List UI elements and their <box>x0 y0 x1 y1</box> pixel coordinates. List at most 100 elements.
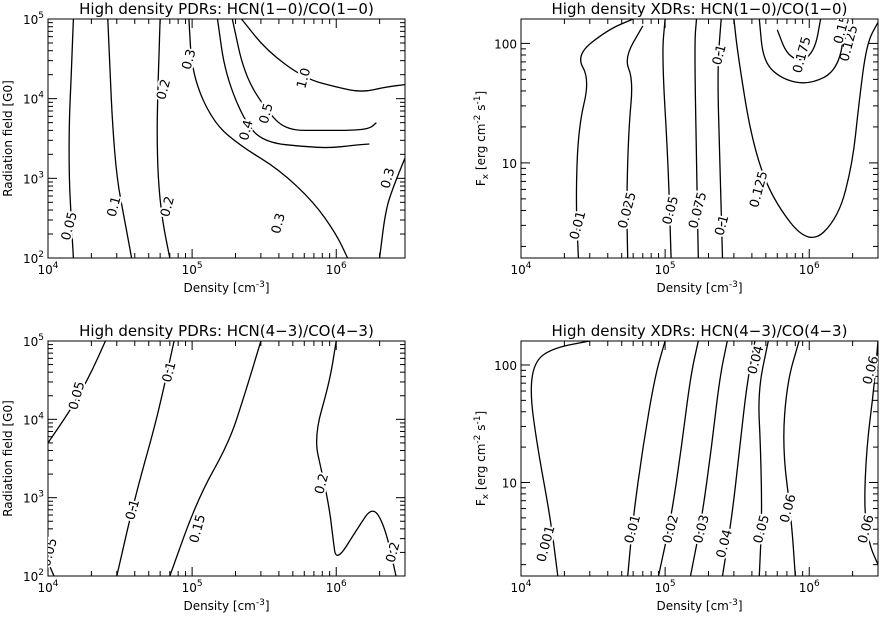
x-tick-label: 104 <box>37 579 58 595</box>
y-tick-label: 103 <box>23 490 44 506</box>
y-tick-label: 105 <box>23 333 44 349</box>
x-axis-label: Density [cm-3​] <box>183 280 269 295</box>
contour-label: 0.01 <box>622 513 644 545</box>
contour-line-0.05 <box>662 19 672 258</box>
y-axis-label: Fx​ [erg cm-2​ s-1​] <box>473 411 491 506</box>
contour-label: 0.05 <box>59 210 81 242</box>
plot-frame <box>520 18 879 259</box>
contour-label: 0.175 <box>791 35 815 75</box>
contour-line-0.06 <box>864 341 878 565</box>
contour-label: 0.3 <box>269 212 289 236</box>
contour-label: 0.1 <box>710 43 730 67</box>
x-tick-label: 106 <box>799 579 820 595</box>
x-tick-label: 105 <box>655 261 676 277</box>
contour-line-0.025 <box>626 25 644 258</box>
contour-line-0.1 <box>717 19 724 258</box>
contour-line-0.04 <box>721 341 756 576</box>
chart-title: High density PDRs: HCN(4−3)/CO(4−3) <box>79 322 374 340</box>
y-tick-label: 103 <box>23 170 44 186</box>
contour-label: 0.1 <box>713 213 733 237</box>
contour-line-0.175 <box>776 19 822 61</box>
y-tick-label: 10 <box>502 476 517 490</box>
y-tick-label: 100 <box>494 359 517 373</box>
chart-panel-3: High density PDRs: HCN(4−3)/CO(4−3) 104 10… <box>1 322 406 613</box>
contour-label: 0.3 <box>379 166 399 190</box>
contour-label: 0.01 <box>567 210 589 242</box>
y-axis-label: Fx​ [erg cm-2​ s-1​] <box>473 91 491 186</box>
y-axis-label: Radiation field [G0] <box>1 400 15 517</box>
y-tick-label: 100 <box>494 37 517 51</box>
contour-line-0.03 <box>689 341 728 576</box>
contour-line-0.05 <box>68 19 75 258</box>
contour-line-0.15 <box>758 19 847 84</box>
contour-line-0.2 <box>316 341 397 576</box>
contour-line-0.05 <box>48 341 106 444</box>
x-axis-label: Density [cm-3​] <box>183 598 269 613</box>
contour-label: 0.2 <box>384 540 404 564</box>
x-tick-label: 106 <box>326 261 347 277</box>
x-tick-label: 104 <box>510 579 531 595</box>
contour-label: 0.06 <box>778 493 800 525</box>
contour-label: 0.05 <box>660 195 682 227</box>
contour-label: 0.4 <box>237 118 257 142</box>
x-axis-label: Density [cm-3​] <box>656 280 742 295</box>
contour-label: 0.025 <box>616 190 640 230</box>
contour-label: 0.2 <box>312 472 332 496</box>
contour-line-0.06 <box>783 341 800 576</box>
x-axis-label: Density [cm-3​] <box>656 598 742 613</box>
contour-label: 1.0 <box>294 66 314 90</box>
y-tick-label: 10 <box>502 157 517 171</box>
x-tick-label: 105 <box>655 579 676 595</box>
contour-label: 0.2 <box>154 78 174 102</box>
contour-line-0.001 <box>530 341 590 576</box>
plot-frame <box>47 340 406 577</box>
contour-line-0.05 <box>48 561 55 576</box>
contour-line-0.075 <box>694 19 699 258</box>
contour-line-0.125 <box>733 19 878 239</box>
contour-line-0.01 <box>575 19 634 258</box>
plot-frame <box>47 18 406 259</box>
plot-frame <box>520 340 879 577</box>
contour-line-0.5 <box>231 19 377 132</box>
contour-line-0.2 <box>156 19 171 258</box>
contour-layer: 0.05 0.1 0.2 0.2 0.3 0.3 0.40.5 1.0 0.3 <box>57 19 405 258</box>
contour-label: 0.03 <box>691 513 713 545</box>
chart-panel-1: High density PDRs: HCN(1−0)/CO(1−0) 104 10… <box>1 0 406 295</box>
contour-label: 0.02 <box>660 513 682 545</box>
contour-label: 0.075 <box>686 190 710 230</box>
contour-layer: 0.001 0.01 0.02 0.03 0.040.040.050.060.060.0… <box>530 341 878 576</box>
y-tick-label: 104 <box>23 91 44 107</box>
contour-label: 0.05 <box>66 380 88 412</box>
contour-label: 0.5 <box>257 102 277 126</box>
contour-label: 0.04 <box>714 528 736 560</box>
y-tick-label: 105 <box>23 11 44 27</box>
chart-panel-2: High density XDRs: HCN(1−0)/CO(1−0) 104 10… <box>473 0 879 295</box>
contour-layer: 0.05 0.05 0.1 0.1 0.15 0.2 0.2 <box>39 341 405 576</box>
x-tick-label: 106 <box>326 579 347 595</box>
contour-label: 0.3 <box>180 48 200 72</box>
y-tick-label: 104 <box>23 411 44 427</box>
contour-line-0.4 <box>216 19 370 149</box>
x-tick-label: 105 <box>182 261 203 277</box>
contour-label: 0.125 <box>747 170 771 210</box>
contour-line-0.3 <box>188 19 349 258</box>
contour-line-0.01 <box>627 341 666 576</box>
contour-line-0.05 <box>758 341 769 576</box>
contour-label: 0.05 <box>39 537 61 569</box>
chart-title: High density PDRs: HCN(1−0)/CO(1−0) <box>79 0 374 18</box>
x-tick-label: 104 <box>510 261 531 277</box>
contour-label: 0.06 <box>856 513 878 545</box>
contour-label: 0.1 <box>160 360 180 384</box>
contour-line-0.1 <box>107 19 133 258</box>
contour-label: 0.2 <box>158 195 178 219</box>
contour-layer: 0.01 0.025 0.05 0.075 0.10.10.1250.1250.150.… <box>565 19 878 258</box>
contour-label: 0.15 <box>187 513 209 545</box>
contour-line-1.0 <box>240 19 405 92</box>
contour-label: 0.1 <box>123 498 143 522</box>
x-tick-label: 104 <box>37 261 58 277</box>
chart-title: High density XDRs: HCN(1−0)/CO(1−0) <box>552 0 848 18</box>
chart-title: High density XDRs: HCN(4−3)/CO(4−3) <box>552 322 848 340</box>
y-axis-label: Radiation field [G0] <box>1 80 15 197</box>
contour-line-0.02 <box>657 341 699 576</box>
